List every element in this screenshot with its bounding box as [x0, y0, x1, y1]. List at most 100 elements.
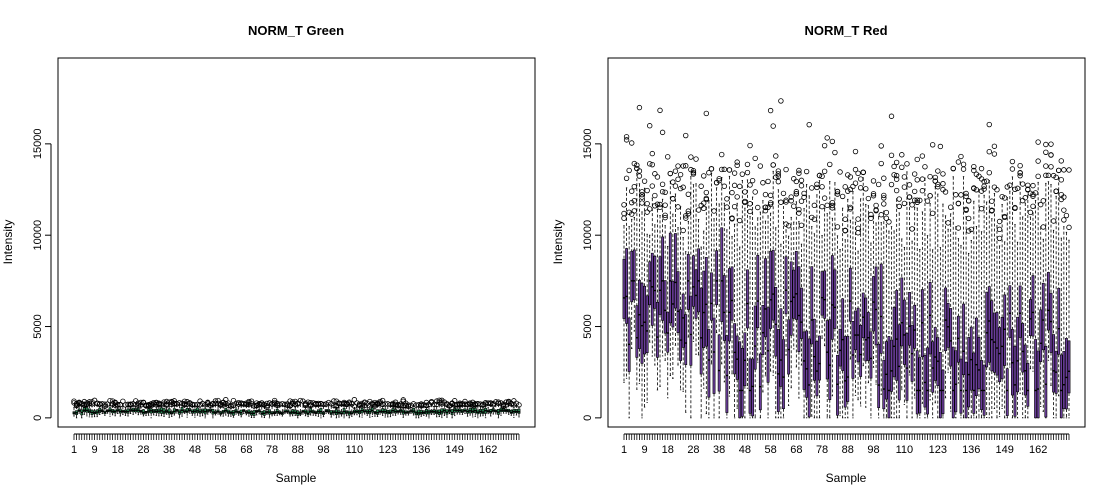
sample-box: [413, 402, 419, 419]
box-body: [923, 355, 927, 408]
outlier-point: [1019, 197, 1026, 204]
outlier-point: [1025, 182, 1031, 188]
sample-box: [963, 190, 969, 419]
outlier-point: [475, 401, 481, 407]
box-body: [800, 287, 803, 339]
outlier-point: [246, 399, 252, 406]
sample-box: [796, 167, 802, 399]
outlier-point: [991, 151, 998, 157]
sample-box: [695, 207, 702, 356]
outlier-point: [125, 401, 131, 408]
outlier-point: [385, 401, 391, 407]
outlier-point: [788, 198, 794, 204]
box-body: [645, 295, 649, 353]
outlier-point: [829, 199, 836, 206]
box-body: [877, 343, 881, 408]
box-body: [635, 305, 639, 358]
box-body: [162, 408, 166, 415]
sample-box: [657, 107, 663, 387]
sample-box: [734, 159, 740, 409]
outlier-point: [893, 187, 900, 194]
box-body: [722, 275, 726, 341]
box-body: [1067, 340, 1071, 394]
box-body: [805, 330, 809, 398]
outlier-point: [223, 401, 229, 407]
outlier-point: [223, 397, 229, 403]
box-body: [836, 354, 839, 416]
sample-box: [475, 400, 481, 419]
box-body: [740, 348, 744, 417]
box-body: [815, 340, 819, 397]
sample-box: [629, 140, 635, 350]
outlier-point: [870, 178, 877, 184]
x-tick-label: 58: [764, 444, 776, 456]
outlier-point: [947, 204, 954, 210]
box-body: [969, 326, 973, 391]
box-body: [874, 266, 878, 346]
outlier-point: [382, 401, 388, 407]
box-body: [980, 360, 983, 410]
box-body: [787, 319, 791, 375]
outlier-point: [1025, 186, 1031, 192]
sample-box: [832, 149, 838, 352]
outlier-point: [819, 184, 825, 190]
box-body: [995, 312, 999, 376]
outlier-point: [909, 226, 915, 232]
outlier-point: [184, 401, 190, 407]
outlier-point: [1007, 182, 1013, 188]
box-body: [864, 297, 868, 362]
box-body: [1023, 344, 1027, 396]
outlier-point: [721, 166, 728, 173]
outlier-point: [685, 208, 692, 214]
outlier-point: [945, 220, 951, 226]
box-body: [1018, 285, 1022, 338]
outlier-point: [675, 163, 681, 169]
outlier-point: [423, 402, 430, 408]
outlier-point: [187, 400, 193, 407]
sample-box: [803, 168, 810, 419]
box-body: [712, 317, 716, 394]
sample-box: [233, 400, 239, 415]
outlier-point: [143, 402, 149, 409]
outlier-point: [400, 397, 406, 403]
outlier-point: [451, 402, 458, 408]
box-body: [247, 409, 251, 414]
outlier-point: [914, 156, 920, 163]
outlier-point: [963, 190, 969, 197]
outlier-point: [706, 170, 712, 176]
sample-box: [672, 168, 679, 346]
box-body: [630, 250, 634, 303]
outlier-point: [839, 193, 846, 200]
outlier-point: [488, 400, 494, 407]
outlier-point: [857, 185, 864, 191]
outlier-point: [282, 401, 288, 408]
outlier-point: [647, 206, 653, 212]
outlier-point: [888, 181, 895, 188]
sample-box: [855, 170, 861, 401]
outlier-point: [1050, 218, 1057, 224]
outlier-point: [361, 399, 368, 405]
box-body: [962, 303, 965, 375]
box-body: [684, 314, 688, 366]
box-body: [776, 329, 780, 412]
sample-box: [729, 189, 735, 375]
outlier-point: [824, 135, 830, 141]
outlier-point: [834, 188, 841, 195]
box-body: [715, 250, 719, 306]
outlier-point: [901, 174, 908, 180]
outlier-point: [842, 216, 848, 222]
outlier-point: [238, 401, 244, 407]
outlier-point: [194, 401, 201, 408]
outlier-point: [1012, 204, 1018, 211]
outlier-point: [266, 400, 273, 406]
box-body: [897, 324, 901, 401]
x-tick-label: 68: [790, 444, 802, 456]
outlier-point: [318, 400, 324, 407]
outlier-point: [971, 167, 977, 174]
outlier-point: [891, 172, 897, 178]
outlier-point: [773, 153, 779, 159]
outlier-point: [929, 142, 936, 148]
sample-box: [914, 156, 920, 419]
outlier-point: [192, 401, 198, 408]
outlier-point: [649, 150, 655, 157]
